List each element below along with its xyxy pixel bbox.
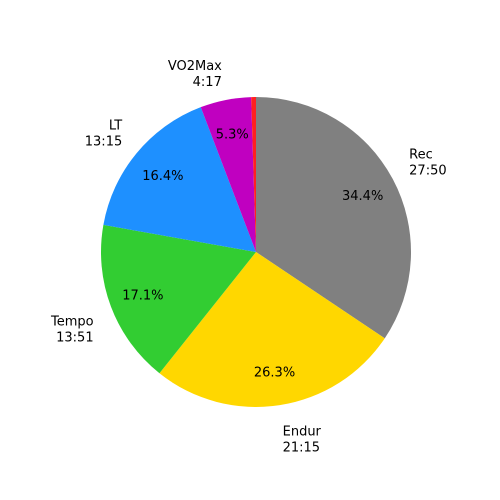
pie-slice-vo2max — [200, 97, 256, 253]
pie-labels: 34.4% Rec 27:50 26.3% Endur 21:15 17.1% Tempo 13… — [50, 59, 447, 456]
pie-slice-lt — [103, 107, 257, 252]
pie-slices — [100, 97, 411, 407]
pie-slice-endur — [159, 252, 385, 407]
pct-label-vo2max: 5.3% — [216, 127, 249, 142]
pct-label-tempo: 17.1% — [122, 289, 163, 304]
category-label-rec: Rec 27:50 — [409, 147, 446, 178]
pct-label-rec: 34.4% — [342, 189, 383, 204]
pct-label-endur: 26.3% — [254, 365, 295, 380]
pie-slice-rec — [256, 97, 411, 339]
category-label-tempo: Tempo 13:51 — [50, 314, 94, 345]
category-label-vo2max: VO2Max 4:17 — [168, 59, 222, 90]
pct-label-lt: 16.4% — [142, 169, 183, 184]
pie-slice-unlabeled — [251, 97, 256, 252]
category-label-lt: LT 13:15 — [85, 118, 123, 149]
pie-slice-tempo — [100, 224, 256, 374]
category-label-endur: Endur 21:15 — [283, 425, 322, 456]
